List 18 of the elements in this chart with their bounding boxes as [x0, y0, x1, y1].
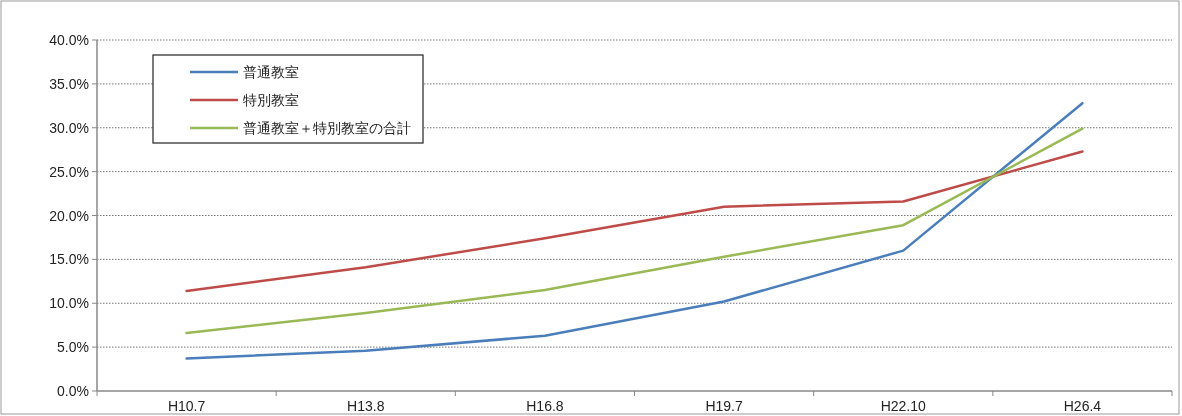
y-tick-label: 25.0% [49, 163, 89, 180]
y-tick-label: 30.0% [49, 119, 89, 136]
x-tick-label: H19.7 [705, 398, 743, 414]
legend-label: 特別教室 [243, 92, 299, 108]
y-tick-label: 0.0% [57, 383, 89, 399]
x-tick-label: H26.4 [1063, 398, 1102, 414]
y-tick-label: 40.0% [49, 32, 89, 48]
y-tick-label: 20.0% [49, 207, 89, 224]
legend-label: 普通教室＋特別教室の合計 [243, 120, 411, 136]
x-tick-label: H10.7 [167, 398, 206, 414]
x-tick-label: H22.10 [880, 398, 927, 414]
legend-label: 普通教室 [243, 64, 299, 80]
y-tick-label: 35.0% [49, 75, 89, 92]
y-tick-label: 15.0% [49, 251, 89, 268]
y-tick-label: 5.0% [57, 339, 89, 356]
y-tick-label: 10.0% [49, 295, 89, 312]
x-tick-label: H16.8 [526, 398, 564, 414]
x-tick-label: H13.8 [347, 398, 385, 414]
